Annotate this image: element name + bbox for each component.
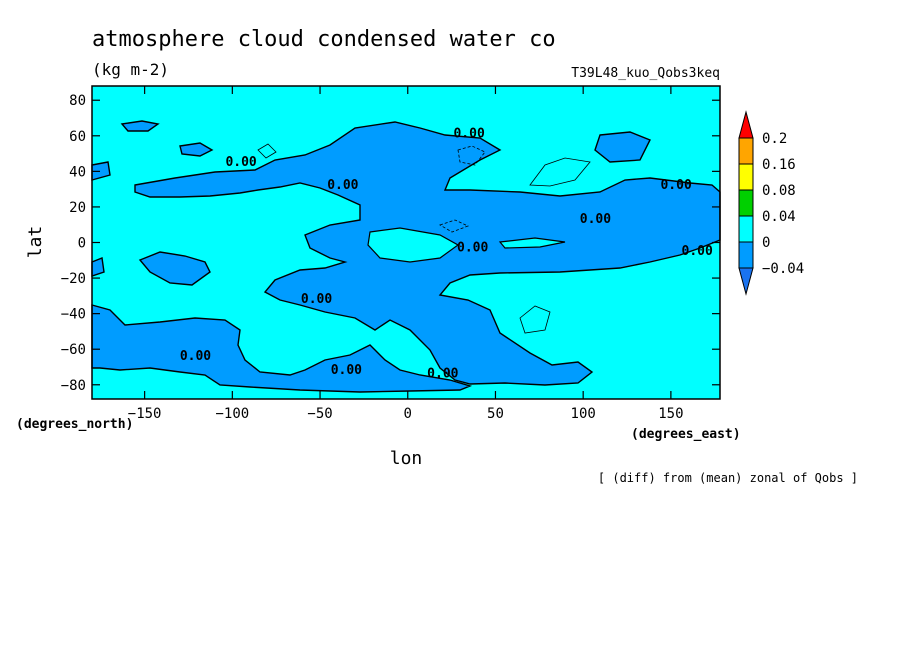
y-tick-label: 40 xyxy=(69,164,86,180)
x-tick-label: −150 xyxy=(128,406,162,422)
y-tick-label: −60 xyxy=(61,342,86,358)
contour-line xyxy=(257,143,277,159)
contour-line xyxy=(529,157,591,187)
negative-region xyxy=(138,251,211,286)
y-tick-label: 60 xyxy=(69,129,86,145)
contour-line xyxy=(457,145,486,166)
contour-label: 0.00 xyxy=(682,244,713,259)
contour-label: 0.00 xyxy=(453,127,484,142)
colorbar-label: −0.04 xyxy=(762,261,804,277)
plot-area: 0.00 0.00 0.00 0.00 0.00 0.00 0.00 0.00 0.00 0.00… xyxy=(91,85,721,400)
negative-region xyxy=(120,120,160,132)
y-tick-label: −20 xyxy=(61,271,86,287)
colorbar-segment xyxy=(738,241,754,269)
negative-region xyxy=(179,142,214,157)
colorbar-bottom-arrow xyxy=(738,267,754,296)
y-axis-label: lat xyxy=(25,226,46,259)
colorbar-segment xyxy=(738,189,754,217)
colorbar-label: 0.04 xyxy=(762,209,796,225)
y-tick-label: 20 xyxy=(69,200,86,216)
x-tick-label: −100 xyxy=(215,406,249,422)
negative-region xyxy=(91,304,473,393)
contour-line xyxy=(519,305,551,334)
y-axis: −80 −60 −40 −20 0 20 40 60 80 xyxy=(61,93,720,394)
contour-label: 0.00 xyxy=(225,155,256,170)
x-tick-label: −50 xyxy=(307,406,332,422)
run-label: T39L48_kuo_Qobs3keq xyxy=(571,66,720,81)
x-tick-label: 150 xyxy=(658,406,683,422)
positive-patch xyxy=(498,237,566,249)
colorbar-label: 0.16 xyxy=(762,157,796,173)
contour-label: 0.00 xyxy=(427,367,458,382)
contour-label: 0.00 xyxy=(327,178,358,193)
contour-label: 0.00 xyxy=(457,240,488,255)
thin-contours xyxy=(257,143,591,334)
colorbar-label: 0 xyxy=(762,235,770,251)
colorbar-top-arrow xyxy=(738,110,754,139)
colorbar-label: 0.2 xyxy=(762,131,787,147)
colorbar: 0.2 0.16 0.08 0.04 0 −0.04 xyxy=(738,110,804,296)
y-tick-label: −80 xyxy=(61,378,86,394)
chart-units: (kg m-2) xyxy=(92,60,169,79)
colorbar-segment xyxy=(738,163,754,191)
contour-label: 0.00 xyxy=(580,212,611,227)
contour-label: 0.00 xyxy=(331,363,362,378)
colorbar-segment xyxy=(738,137,754,165)
contour-labels: 0.00 0.00 0.00 0.00 0.00 0.00 0.00 0.00 0.00 0.00… xyxy=(180,127,713,382)
positive-patches xyxy=(367,227,566,263)
contour-label: 0.00 xyxy=(660,178,691,193)
colorbar-segment xyxy=(738,215,754,243)
contour-label: 0.00 xyxy=(180,349,211,364)
contour-label: 0.00 xyxy=(301,292,332,307)
y-tick-label: −40 xyxy=(61,307,86,323)
contour-line xyxy=(439,219,470,233)
footnote: [ (diff) from (mean) zonal of Qobs ] xyxy=(598,471,858,485)
x-axis-label: lon xyxy=(390,448,423,469)
negative-region xyxy=(594,131,651,163)
y-unit-label: (degrees_north) xyxy=(16,417,133,432)
x-axis: −150 −100 −50 0 50 100 150 xyxy=(128,86,684,422)
x-tick-label: 50 xyxy=(487,406,504,422)
x-unit-label: (degrees_east) xyxy=(631,427,741,442)
positive-patch xyxy=(367,227,460,263)
negative-region xyxy=(91,257,105,277)
y-tick-label: 0 xyxy=(78,236,86,252)
x-tick-label: 100 xyxy=(571,406,596,422)
x-tick-label: 0 xyxy=(404,406,412,422)
y-tick-label: 80 xyxy=(69,93,86,109)
chart-title: atmosphere cloud condensed water co xyxy=(92,27,556,52)
colorbar-label: 0.08 xyxy=(762,183,796,199)
